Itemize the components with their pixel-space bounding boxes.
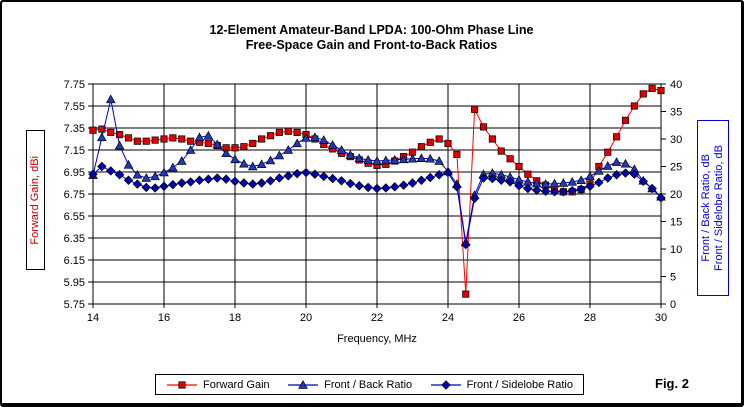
svg-text:24: 24 — [442, 312, 454, 324]
svg-text:6.75: 6.75 — [64, 189, 85, 201]
svg-text:7.35: 7.35 — [64, 123, 85, 135]
y-axis-right-label-front-sidelobe: Front / Sidelobe Ratio, dB — [713, 145, 725, 271]
svg-text:28: 28 — [584, 312, 596, 324]
front-sidelobe-marker-icon — [430, 379, 461, 390]
legend-label-front-sidelobe: Front / Sidelobe Ratio — [466, 378, 573, 391]
legend-item-front-sidelobe: Front / Sidelobe Ratio — [430, 379, 573, 391]
svg-text:7.55: 7.55 — [64, 101, 85, 113]
y-axis-right-label-front-back: Front / Back Ratio, dB — [700, 154, 712, 262]
svg-text:5.95: 5.95 — [64, 277, 85, 289]
svg-text:20: 20 — [670, 189, 682, 201]
svg-text:5.75: 5.75 — [64, 299, 85, 311]
svg-text:6.55: 6.55 — [64, 211, 85, 223]
svg-text:6.95: 6.95 — [64, 167, 85, 179]
svg-text:16: 16 — [158, 312, 170, 324]
svg-text:25: 25 — [670, 162, 682, 174]
svg-text:Frequency, MHz: Frequency, MHz — [337, 333, 417, 345]
y-axis-right-label-box: Front / Back Ratio, dB Front / Sidelobe … — [697, 120, 729, 296]
svg-text:0: 0 — [670, 299, 676, 311]
svg-text:10: 10 — [670, 244, 682, 256]
svg-text:14: 14 — [87, 312, 99, 324]
svg-text:15: 15 — [670, 217, 682, 229]
svg-text:18: 18 — [229, 312, 241, 324]
legend-label-front-back: Front / Back Ratio — [324, 378, 413, 391]
legend-item-front-back: Front / Back Ratio — [287, 379, 412, 391]
svg-text:6.35: 6.35 — [64, 233, 85, 245]
svg-text:7.15: 7.15 — [64, 145, 85, 157]
svg-text:22: 22 — [371, 312, 383, 324]
front-back-marker-icon — [288, 379, 319, 389]
chart-legend: Forward Gain Front / Back Ratio Front / … — [155, 374, 584, 395]
legend-label-forward-gain: Forward Gain — [203, 378, 270, 391]
svg-text:30: 30 — [655, 312, 667, 324]
svg-text:20: 20 — [300, 312, 312, 324]
y-axis-left-label: Forward Gain, dBi — [29, 155, 41, 245]
svg-text:40: 40 — [670, 79, 682, 91]
chart-title-line1: 12-Element Amateur-Band LPDA: 100-Ohm Ph… — [209, 23, 534, 37]
legend-item-forward-gain: Forward Gain — [166, 379, 270, 391]
chart-title: 12-Element Amateur-Band LPDA: 100-Ohm Ph… — [2, 23, 741, 53]
forward-gain-marker-icon — [167, 380, 197, 389]
chart-title-line2: Free-Space Gain and Front-to-Back Ratios — [245, 38, 498, 52]
svg-text:6.15: 6.15 — [64, 255, 85, 267]
svg-text:35: 35 — [670, 107, 682, 119]
svg-text:30: 30 — [670, 134, 682, 146]
figure-number: Fig. 2 — [655, 376, 689, 391]
svg-text:5: 5 — [670, 272, 676, 284]
y-axis-left-label-box: Forward Gain, dBi — [26, 130, 45, 270]
svg-text:26: 26 — [513, 312, 525, 324]
svg-text:7.75: 7.75 — [64, 79, 85, 91]
